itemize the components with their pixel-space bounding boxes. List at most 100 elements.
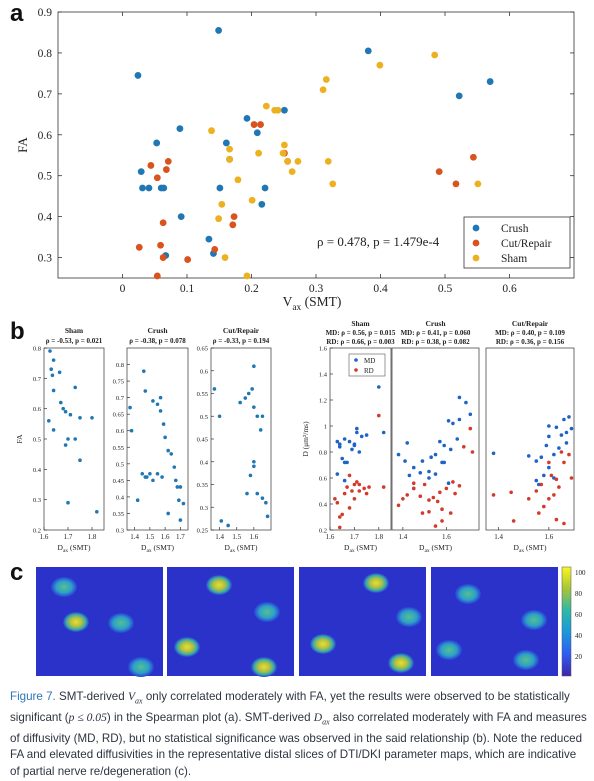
data-point-rd bbox=[333, 497, 337, 501]
data-point-fa bbox=[161, 422, 166, 426]
data-point-md bbox=[377, 385, 381, 389]
data-point-crush bbox=[177, 213, 185, 221]
data-point-fa bbox=[95, 510, 99, 514]
data-point-md bbox=[451, 421, 455, 426]
data-point-md bbox=[359, 434, 364, 439]
legend-label-md: MD bbox=[364, 357, 375, 365]
data-point-cutrepair bbox=[153, 272, 161, 280]
data-point-fa bbox=[219, 519, 224, 523]
data-point-fa bbox=[255, 491, 260, 496]
data-point-sham bbox=[376, 61, 384, 69]
data-point-md bbox=[542, 473, 546, 478]
data-point-fa bbox=[59, 400, 63, 405]
y-tick-label: 0.65 bbox=[113, 412, 124, 419]
data-point-rd bbox=[537, 511, 541, 515]
x-tick-label: 1.4 bbox=[130, 533, 139, 541]
y-tick-label: 0.4 bbox=[116, 494, 125, 501]
y-tick-label: 0.35 bbox=[113, 511, 124, 518]
data-point-rd bbox=[438, 490, 442, 495]
data-point-rd bbox=[470, 450, 475, 454]
data-point-sham bbox=[279, 149, 287, 157]
subplot-title: Crush bbox=[147, 326, 168, 335]
data-point-md bbox=[534, 478, 539, 483]
data-point-rd bbox=[357, 489, 362, 493]
x-tick-label: 0 bbox=[120, 283, 126, 295]
y-tick-label: 0.45 bbox=[113, 478, 124, 485]
data-point-md bbox=[342, 478, 347, 483]
y-axis-label: D (μm²/ms) bbox=[301, 421, 310, 457]
nerve-cross-section bbox=[108, 613, 134, 633]
data-point-md bbox=[557, 446, 561, 450]
data-point-rd bbox=[557, 485, 561, 489]
plot-frame bbox=[126, 347, 189, 531]
data-point-rd bbox=[381, 485, 386, 489]
data-point-rd bbox=[562, 521, 566, 526]
data-point-fa bbox=[66, 437, 70, 441]
legend-label-crush: Crush bbox=[501, 223, 529, 235]
data-point-rd bbox=[539, 482, 544, 487]
data-point-cutrepair bbox=[250, 121, 258, 128]
data-point-md bbox=[335, 472, 340, 476]
data-point-fa bbox=[145, 475, 149, 479]
data-point-md bbox=[457, 395, 462, 400]
legend-marker-md bbox=[354, 358, 358, 362]
data-point-rd bbox=[362, 486, 366, 491]
data-point-md bbox=[350, 447, 354, 452]
correlation-annotation: ρ = 0.478, p = 1.479e-4 bbox=[317, 234, 440, 249]
data-point-fa bbox=[175, 485, 180, 489]
data-point-crush bbox=[261, 184, 269, 192]
x-axis-label: Dax (SMT) bbox=[58, 543, 91, 554]
data-point-md bbox=[547, 465, 551, 470]
data-point-crush bbox=[153, 139, 161, 147]
data-point-rd bbox=[549, 473, 554, 478]
data-point-crush bbox=[145, 184, 153, 192]
y-tick-label: 0.6 bbox=[38, 130, 53, 142]
data-point-cutrepair bbox=[229, 221, 237, 229]
data-point-md bbox=[446, 481, 451, 485]
data-point-fa bbox=[66, 500, 70, 505]
subplot-stat-md: MD: ρ = 0.40, p = 0.109 bbox=[495, 329, 565, 337]
plot-frame bbox=[485, 347, 575, 531]
nerve-cross-section bbox=[396, 607, 422, 627]
nerve-cross-section bbox=[63, 612, 89, 632]
x-tick-label: 0.6 bbox=[502, 283, 517, 295]
data-point-md bbox=[355, 430, 359, 435]
data-point-md bbox=[335, 439, 340, 444]
data-point-fa bbox=[63, 409, 68, 414]
y-tick-label: 0.7 bbox=[33, 376, 42, 383]
data-point-rd bbox=[468, 426, 473, 431]
x-tick-label: 0.5 bbox=[438, 283, 453, 295]
y-tick-label: 0.5 bbox=[33, 437, 41, 444]
colorbar-tick-label: 40 bbox=[575, 632, 583, 640]
data-point-fa bbox=[63, 443, 68, 447]
panel-label-b: b bbox=[10, 318, 25, 345]
data-point-md bbox=[418, 471, 423, 475]
y-tick-label: 0.6 bbox=[319, 476, 328, 483]
data-point-fa bbox=[177, 498, 181, 503]
data-point-md bbox=[547, 434, 551, 439]
data-point-cutrepair bbox=[162, 166, 170, 173]
y-tick-label: 0.4 bbox=[200, 459, 209, 466]
data-point-fa bbox=[148, 471, 152, 476]
data-point-rd bbox=[352, 482, 357, 487]
x-tick-label: 1.4 bbox=[494, 533, 503, 541]
data-point-md bbox=[438, 439, 442, 444]
data-point-md bbox=[427, 476, 431, 480]
data-point-fa bbox=[73, 437, 77, 441]
panel-label-c: c bbox=[10, 559, 24, 586]
data-point-crush bbox=[139, 184, 146, 192]
data-point-fa bbox=[51, 358, 56, 362]
data-point-fa bbox=[166, 511, 170, 516]
data-point-fa bbox=[78, 415, 82, 420]
chart-b-scatter-grid: Sham ρ = -0.53, p = 0.021 1.6 1.7 1.8 0.2 0.3 0… bbox=[15, 319, 575, 554]
data-point-rd bbox=[420, 511, 425, 515]
data-point-rd bbox=[427, 510, 431, 514]
legend-label-rd: RD bbox=[364, 367, 374, 375]
data-point-rd bbox=[511, 519, 516, 523]
subplot-stat: ρ = -0.33, p = 0.194 bbox=[213, 337, 270, 345]
data-point-rd bbox=[554, 517, 559, 522]
y-tick-label: 0.25 bbox=[197, 528, 208, 535]
data-point-cutrepair bbox=[469, 153, 477, 161]
data-point-sham bbox=[234, 176, 242, 184]
y-tick-label: 0.7 bbox=[116, 395, 125, 402]
